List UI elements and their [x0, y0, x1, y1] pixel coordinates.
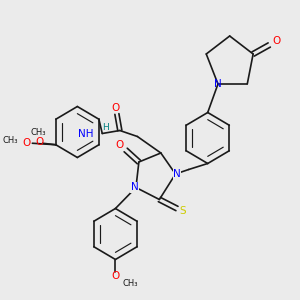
Text: N: N [130, 182, 138, 193]
Text: S: S [179, 206, 186, 217]
Text: O: O [272, 36, 281, 46]
Text: CH₃: CH₃ [2, 136, 18, 145]
Text: CH₃: CH₃ [123, 279, 138, 288]
Text: CH₃: CH₃ [31, 128, 46, 137]
Text: N: N [173, 169, 181, 179]
Text: N: N [214, 79, 222, 89]
Text: O: O [111, 103, 120, 113]
Text: O: O [111, 271, 120, 281]
Text: H: H [102, 123, 108, 132]
Text: O: O [116, 140, 124, 151]
Text: NH: NH [78, 128, 94, 139]
Text: O: O [22, 138, 31, 148]
Text: O: O [35, 137, 44, 147]
